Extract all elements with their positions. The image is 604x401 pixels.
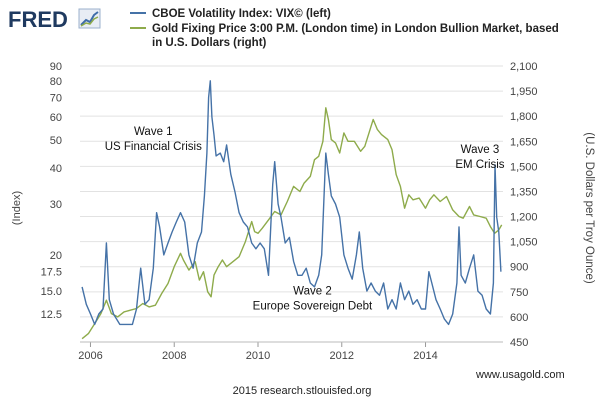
annotation-text: Europe Sovereign Debt [253, 300, 373, 312]
legend-label-vix: CBOE Volatility Index: VIX© (left) [152, 8, 331, 20]
x-axis: 2006 2008 2010 2012 2014 [78, 342, 438, 362]
y-left-tick-label: 80 [50, 76, 62, 88]
y-left-tick-label: 50 [50, 135, 62, 147]
annotation-text: EM Crisis [455, 159, 504, 171]
fred-logo-text: FRED [8, 7, 68, 32]
plot-area: 12.5 15.0 17.5 20 30 40 50 60 70 80 90 450 600 750 90… [41, 61, 538, 362]
annotation-text: Wave 3 [461, 144, 500, 156]
x-tick-label: 2008 [162, 350, 186, 362]
y-right-tick-label: 1,800 [510, 111, 538, 123]
y-right-tick-label: 900 [510, 262, 528, 274]
legend: CBOE Volatility Index: VIX© (left) Gold … [130, 8, 559, 49]
x-tick-label: 2012 [330, 350, 354, 362]
y-right-tick-label: 1,650 [510, 136, 538, 148]
y-right-tick-label: 750 [510, 287, 528, 299]
y-left-tick-label: 30 [50, 199, 62, 211]
x-tick-label: 2010 [246, 350, 270, 362]
y-right-tick-label: 1,500 [510, 161, 538, 173]
annotation-text: Wave 2 [293, 285, 332, 297]
annotation-text: US Financial Crisis [105, 141, 202, 153]
y-left-tick-label: 40 [50, 163, 62, 175]
series-lines [81, 80, 503, 340]
series-line-gold [81, 107, 503, 340]
y-axis-right: 450 600 750 900 1,050 1,200 1,350 1,500 1,650 1,8… [510, 61, 538, 349]
y-left-tick-label: 60 [50, 112, 62, 124]
y-right-tick-label: 1,950 [510, 86, 538, 98]
y-left-tick-label: 15.0 [41, 286, 62, 298]
x-tick-label: 2006 [78, 350, 102, 362]
y-right-tick-label: 600 [510, 312, 528, 324]
series-line-vix [81, 80, 502, 326]
annotations: Wave 1 US Financial Crisis Wave 2 Europe So… [105, 126, 505, 313]
y-right-tick-label: 1,050 [510, 237, 538, 249]
source-text: 2015 research.stlouisfed.org [233, 385, 372, 397]
y-left-tick-label: 70 [50, 93, 62, 105]
y-right-tick-label: 1,350 [510, 186, 538, 198]
y-left-tick-label: 20 [50, 250, 62, 262]
y-right-tick-label: 2,100 [510, 61, 538, 73]
legend-label-gold-cont: in U.S. Dollars (right) [152, 37, 267, 49]
y-left-tick-label: 90 [50, 61, 62, 73]
y-left-tick-label: 12.5 [41, 309, 62, 321]
x-tick-label: 2014 [413, 350, 437, 362]
fred-logo[interactable]: FRED [8, 7, 101, 32]
y-axis-left: 12.5 15.0 17.5 20 30 40 50 60 70 80 90 [41, 61, 62, 321]
y-axis-right-title: (U.S. Dollars per Troy Ounce) [583, 132, 595, 284]
y-axis-left-title: (Index) [11, 191, 23, 225]
annotation-text: Wave 1 [134, 126, 173, 138]
y-left-tick-label: 17.5 [41, 267, 62, 279]
legend-label-gold: Gold Fixing Price 3:00 P.M. (London time… [152, 23, 559, 35]
trend-line-icon [78, 8, 101, 29]
y-right-tick-label: 450 [510, 337, 528, 349]
watermark-text: www.usagold.com [475, 369, 565, 381]
y-right-tick-label: 1,200 [510, 212, 538, 224]
